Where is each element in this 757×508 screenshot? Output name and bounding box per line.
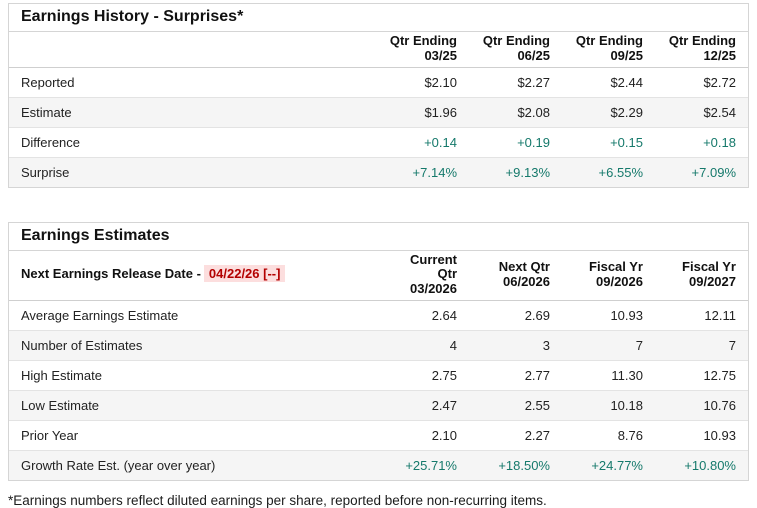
table-row-difference: Difference +0.14 +0.19 +0.15 +0.18	[9, 126, 748, 158]
table-row-prior-year: Prior Year 2.10 2.27 8.76 10.93	[9, 420, 748, 451]
table-row-estimate: Estimate $1.96 $2.08 $2.29 $2.54	[9, 96, 748, 128]
column-header-qtr-1225: Qtr Ending 12/25	[655, 32, 748, 68]
earnings-history-panel: Earnings History - Surprises* Qtr Ending…	[8, 3, 749, 188]
cell-value: 8.76	[562, 420, 655, 451]
column-header-fiscal-yr-2027: Fiscal Yr 09/2027	[655, 250, 748, 302]
cell-value: 12.75	[655, 360, 748, 391]
cell-value: 3	[469, 330, 562, 361]
row-label: Number of Estimates	[9, 330, 376, 361]
cell-value: $2.54	[655, 96, 748, 128]
table-row-surprise: Surprise +7.14% +9.13% +6.55% +7.09%	[9, 156, 748, 187]
cell-value: +7.09%	[655, 156, 748, 187]
cell-value: +6.55%	[562, 156, 655, 187]
table-header-row: Next Earnings Release Date -04/22/26 [--…	[9, 250, 748, 302]
cell-value: +0.18	[655, 126, 748, 158]
cell-value: 2.77	[469, 360, 562, 391]
cell-value: 2.69	[524, 308, 550, 324]
cell-value: 10.93	[655, 420, 748, 451]
cell-value: +25.71%	[376, 450, 469, 481]
cell-value: +10.80%	[655, 450, 748, 481]
cell-value: $2.44	[610, 74, 643, 90]
earnings-estimates-title: Earnings Estimates	[9, 223, 748, 251]
cell-value: 10.18	[562, 390, 655, 421]
table-row-average-estimate: Average Earnings Estimate 2.64 2.69 10.9…	[9, 301, 748, 331]
earnings-history-title: Earnings History - Surprises*	[9, 4, 748, 32]
earnings-history-table: Qtr Ending 03/25 Qtr Ending 06/25 Qtr Endi…	[9, 32, 748, 187]
row-label: Growth Rate Est. (year over year)	[9, 450, 376, 481]
column-header-next-qtr: Next Qtr 06/2026	[469, 250, 562, 302]
cell-value: 2.10	[376, 420, 469, 451]
next-earnings-release: Next Earnings Release Date -04/22/26 [--…	[9, 250, 376, 302]
release-date-label: Next Earnings Release Date -	[21, 266, 201, 282]
cell-value: 10.76	[655, 390, 748, 421]
cell-value: 4	[376, 330, 469, 361]
column-header-qtr-0925: Qtr Ending 09/25	[562, 32, 655, 68]
cell-value: +9.13%	[469, 156, 562, 187]
cell-value: 2.27	[469, 420, 562, 451]
cell-value: 12.11	[704, 308, 736, 324]
cell-value: 2.75	[376, 360, 469, 391]
row-label: Average Earnings Estimate	[21, 308, 179, 324]
row-label: Difference	[9, 126, 376, 158]
cell-value: +18.50%	[469, 450, 562, 481]
row-label: Prior Year	[9, 420, 376, 451]
row-label: High Estimate	[9, 360, 376, 391]
cell-value: $1.96	[376, 96, 469, 128]
header-spacer	[9, 32, 376, 68]
release-date-value: 04/22/26 [--]	[203, 265, 286, 283]
cell-value: 10.93	[610, 308, 643, 324]
table-row-growth-rate: Growth Rate Est. (year over year) +25.71…	[9, 450, 748, 481]
column-header-current-qtr: Current Qtr 03/2026	[376, 250, 469, 302]
table-row-number-of-estimates: Number of Estimates 4 3 7 7	[9, 330, 748, 361]
row-label: Low Estimate	[9, 390, 376, 421]
cell-value: +0.14	[376, 126, 469, 158]
table-row-reported: Reported $2.10 $2.27 $2.44 $2.72	[9, 67, 748, 97]
row-label: Reported	[21, 74, 75, 90]
cell-value: $2.29	[562, 96, 655, 128]
table-row-high-estimate: High Estimate 2.75 2.77 11.30 12.75	[9, 360, 748, 391]
earnings-footnote: *Earnings numbers reflect diluted earnin…	[8, 493, 547, 508]
cell-value: +7.14%	[376, 156, 469, 187]
cell-value: $2.10	[424, 74, 457, 90]
column-header-fiscal-yr-2026: Fiscal Yr 09/2026	[562, 250, 655, 302]
earnings-estimates-panel: Earnings Estimates Next Earnings Release…	[8, 221, 749, 482]
cell-value: 11.30	[562, 360, 655, 391]
cell-value: $2.27	[517, 74, 550, 90]
earnings-estimates-table: Next Earnings Release Date -04/22/26 [--…	[9, 250, 748, 481]
column-header-qtr-0325: Qtr Ending 03/25	[376, 32, 469, 68]
cell-value: +24.77%	[562, 450, 655, 481]
cell-value: +0.19	[469, 126, 562, 158]
cell-value: 2.55	[469, 390, 562, 421]
table-row-low-estimate: Low Estimate 2.47 2.55 10.18 10.76	[9, 390, 748, 421]
row-label: Estimate	[9, 96, 376, 128]
table-header-row: Qtr Ending 03/25 Qtr Ending 06/25 Qtr Endi…	[9, 32, 748, 68]
cell-value: $2.08	[469, 96, 562, 128]
cell-value: 7	[655, 330, 748, 361]
column-header-qtr-0625: Qtr Ending 06/25	[469, 32, 562, 68]
cell-value: +0.15	[562, 126, 655, 158]
cell-value: 2.64	[431, 308, 457, 324]
cell-value: 7	[562, 330, 655, 361]
cell-value: 2.47	[376, 390, 469, 421]
cell-value: $2.72	[703, 74, 736, 90]
row-label: Surprise	[9, 156, 376, 187]
